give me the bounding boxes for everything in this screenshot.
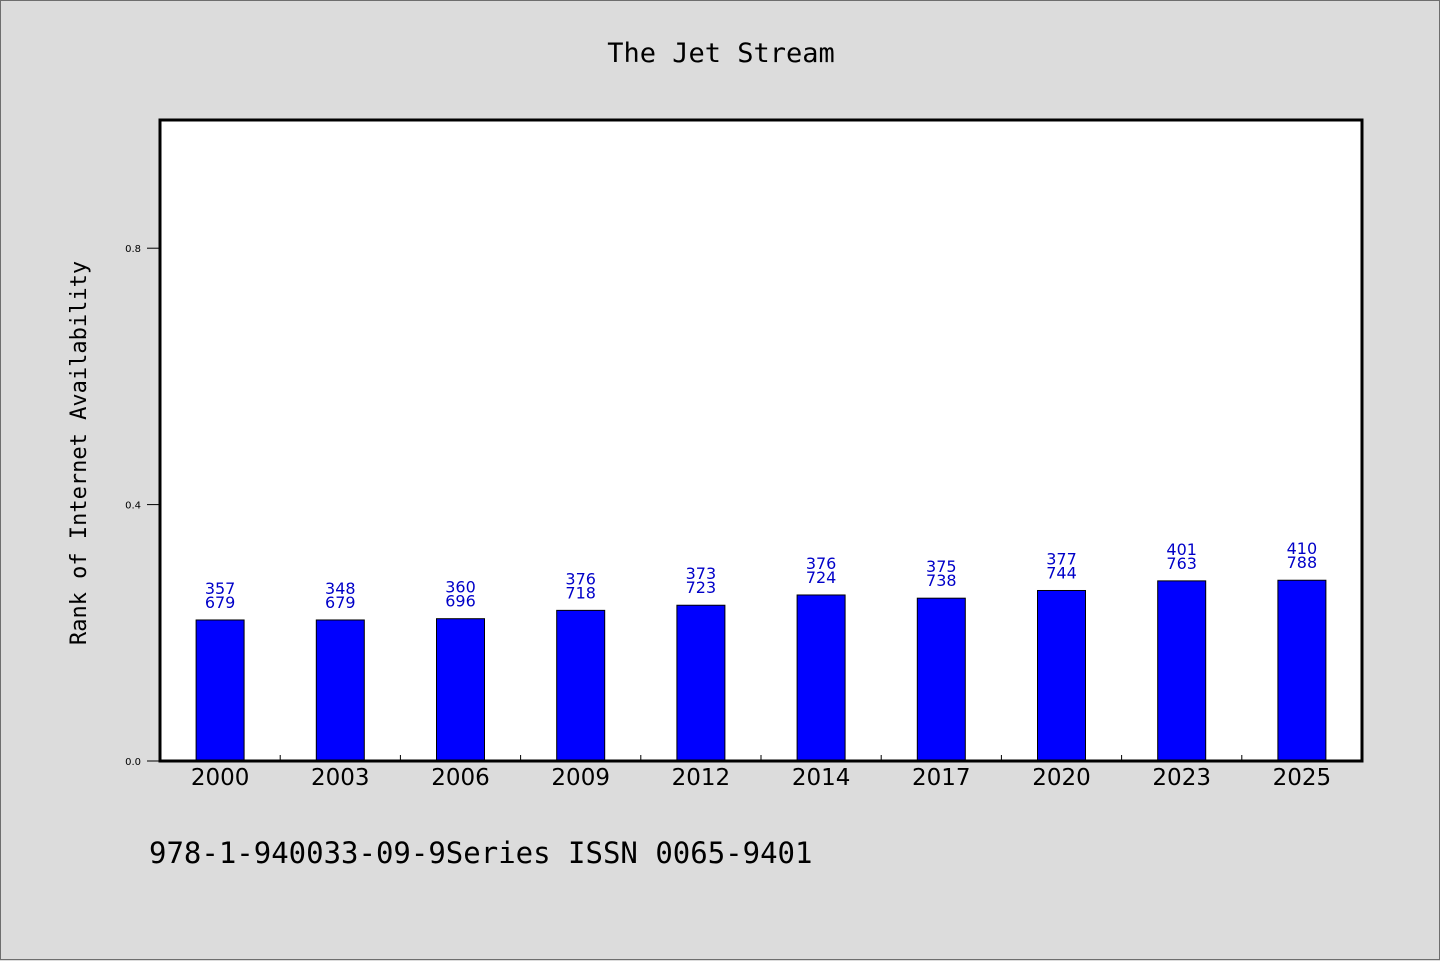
y-tick-label-0.8: 0.8 [125,244,141,255]
data-label-2000-1: 357 [205,579,236,598]
footer-text: 978-1-940033-09-9Series ISSN 0065-9401 [149,836,812,870]
bars-group [195,579,1327,762]
x-tick-label-2025: 2025 [1273,765,1332,791]
x-tick-label-2009: 2009 [551,765,610,791]
data-label-2025-1: 410 [1287,539,1318,558]
data-label-2023-2: 763 [1166,554,1197,573]
x-tick-label-2020: 2020 [1032,765,1091,791]
data-label-2025-2: 788 [1287,553,1318,572]
data-label-2017-2: 738 [926,571,957,590]
x-tick-label-2006: 2006 [431,765,490,791]
x-tick-label-2014: 2014 [792,765,851,791]
bar-2003 [315,619,365,762]
data-label-2023-1: 401 [1166,540,1197,559]
bar-2025 [1277,579,1327,762]
data-label-2000-2: 679 [205,593,236,612]
bar-2020 [1037,589,1086,762]
data-label-2012-1: 373 [686,564,717,583]
bar-2017 [916,597,966,762]
bar-2006 [436,618,485,762]
y-ticks-group: 0.0 0.4 0.8 [125,244,160,768]
data-label-2006-2: 696 [445,592,476,611]
data-label-2020-2: 744 [1046,563,1077,582]
data-label-2009-1: 376 [565,569,596,588]
x-tick-label-2012: 2012 [672,765,731,791]
y-axis-label: Rank of Internet Availability [67,261,92,645]
bar-2012 [676,604,726,762]
y-tick-label-0.0: 0.0 [125,757,141,768]
bar-2009 [556,609,606,762]
data-label-2003-1: 348 [325,579,356,598]
data-label-2020-1: 377 [1046,549,1077,568]
data-label-2017-1: 375 [926,557,957,576]
plot-border [158,118,1364,763]
y-tick-label-0.4: 0.4 [125,501,141,512]
x-tick-label-2003: 2003 [311,765,370,791]
x-tick-label-2017: 2017 [912,765,971,791]
bar-2014 [796,594,846,762]
x-tick-label-2023: 2023 [1152,765,1211,791]
chart-title: The Jet Stream [607,38,835,69]
data-label-2009-2: 718 [565,583,596,602]
data-label-2012-2: 723 [686,578,717,597]
x-tick-label-2000: 2000 [191,765,250,791]
data-label-2014-1: 376 [806,554,837,573]
bar-2000 [195,619,245,762]
data-label-2003-2: 679 [325,593,356,612]
bar-2023 [1157,580,1207,762]
x-ticks-group: 2000 2003 2006 2009 2012 2014 2017 2020 2023 2025 [191,755,1331,791]
data-label-2014-2: 724 [806,568,837,587]
data-labels-group: 3576793486793606963767183737233767243757… [205,539,1317,612]
data-label-2006-1: 360 [445,578,476,597]
